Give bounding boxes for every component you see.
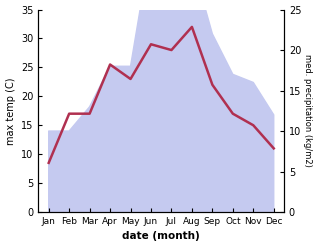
X-axis label: date (month): date (month): [122, 231, 200, 242]
Y-axis label: med. precipitation (kg/m2): med. precipitation (kg/m2): [303, 54, 313, 167]
Y-axis label: max temp (C): max temp (C): [5, 77, 16, 144]
